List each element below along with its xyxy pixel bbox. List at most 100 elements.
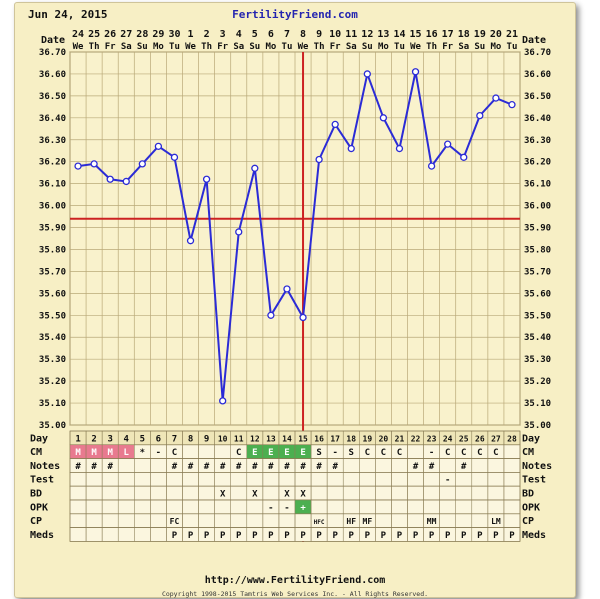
row-cell-value: X [220, 490, 226, 500]
y-tick-label-right: 36.70 [524, 48, 551, 58]
date-tick-label: 7 [284, 29, 290, 40]
y-tick-label-right: 36.30 [524, 136, 551, 146]
row-cell-value: 16 [314, 434, 324, 443]
date-tick-label: 11 [345, 29, 357, 40]
weekday-tick-label: We [73, 42, 84, 52]
weekday-tick-label: Th [89, 42, 100, 52]
y-tick-label-right: 35.90 [524, 224, 551, 234]
site-title: FertilityFriend.com [232, 8, 358, 21]
row-label-left: CM [30, 447, 42, 458]
row-label-right: OPK [522, 502, 540, 513]
temperature-point[interactable] [283, 285, 291, 293]
weekday-tick-label: Th [201, 42, 212, 52]
row-cell-value: # [204, 462, 210, 472]
weekday-tick-label: We [185, 42, 196, 52]
date-tick-label: 19 [474, 29, 486, 40]
row-label-right: CM [522, 447, 534, 458]
temperature-point[interactable] [427, 162, 436, 170]
row-cell-value: C [236, 448, 241, 458]
temperature-point[interactable] [90, 160, 98, 168]
temperature-point[interactable] [460, 153, 468, 161]
row-cell-value: 20 [379, 434, 389, 443]
temperature-point[interactable] [251, 164, 259, 172]
row-cell-value: E [284, 448, 289, 458]
row-cell-value: P [204, 531, 210, 541]
row-label-left: Meds [30, 530, 54, 541]
row-cell-value: # [413, 462, 419, 472]
y-tick-label-left: 35.10 [39, 399, 66, 409]
y-tick-label-left: 35.30 [39, 355, 66, 365]
y-tick-label-right: 35.40 [524, 333, 551, 343]
row-cell-value: C [397, 448, 402, 458]
temperature-point[interactable] [267, 311, 275, 319]
row-cell-value: C [461, 448, 466, 458]
weekday-tick-label: Su [474, 42, 485, 52]
y-tick-label-left: 36.20 [39, 158, 66, 168]
row-cell-value: P [188, 531, 194, 541]
row-cell-value: - [429, 448, 434, 458]
y-tick-label-right: 35.30 [524, 355, 551, 365]
temperature-point[interactable] [122, 177, 130, 186]
temperature-point[interactable] [347, 144, 355, 153]
row-cell-value: 17 [330, 434, 340, 443]
weekday-tick-label: Fr [442, 42, 453, 52]
y-tick-label-right: 35.70 [524, 267, 551, 277]
temperature-point[interactable] [492, 94, 500, 102]
row-cell-value: + [300, 503, 306, 513]
row-label-right: BD [522, 489, 534, 500]
date-tick-label: 8 [300, 29, 306, 40]
temperature-point[interactable] [379, 114, 388, 122]
row-label-right: Notes [522, 461, 552, 472]
row-cell-value: # [172, 462, 178, 472]
temperature-point[interactable] [202, 175, 211, 183]
y-tick-label-left: 36.70 [39, 48, 66, 58]
weekday-tick-label: Tu [394, 42, 405, 52]
temperature-point[interactable] [235, 228, 243, 236]
date-tick-label: 20 [490, 29, 502, 40]
footer-url[interactable]: http://www.FertilityFriend.com [205, 574, 386, 586]
row-cell-value: X [252, 490, 258, 500]
temperature-point[interactable] [106, 175, 114, 183]
date-tick-label: 4 [236, 29, 242, 40]
temperature-point[interactable] [476, 111, 484, 120]
y-tick-label-right: 36.60 [524, 70, 551, 80]
date-tick-label: 15 [410, 29, 422, 40]
row-cell-value: P [509, 531, 515, 541]
row-cell-value: S [316, 448, 321, 458]
temperature-point[interactable] [186, 237, 195, 245]
temperature-point[interactable] [395, 144, 404, 153]
temperature-point[interactable] [331, 120, 339, 129]
row-cell-value: 1 [75, 434, 80, 444]
temperature-point[interactable] [315, 155, 323, 164]
row-label-left: BD [30, 489, 42, 500]
y-tick-label-right: 36.40 [524, 114, 551, 124]
temperature-point[interactable] [74, 162, 82, 170]
temperature-point[interactable] [444, 140, 452, 148]
row-cell-value: 12 [250, 434, 260, 443]
row-cell-value: 23 [427, 434, 437, 443]
footer-copyright: Copyright 1998-2015 Tamtris Web Services… [162, 590, 428, 598]
row-cell-value: - [445, 476, 450, 486]
row-cell-value: - [332, 448, 337, 458]
row-cell-value: MM [427, 517, 437, 526]
y-tick-label-left: 36.00 [39, 202, 66, 212]
row-cell-value: P [236, 531, 242, 541]
temperature-point[interactable] [154, 142, 163, 150]
row-cell-value: P [252, 531, 258, 541]
row-cell-value: # [429, 462, 435, 472]
row-cell-value: 3 [107, 434, 112, 444]
row-cell-value: 22 [411, 434, 421, 443]
temperature-point[interactable] [219, 397, 227, 405]
temperature-point[interactable] [299, 313, 307, 322]
date-tick-label: 27 [120, 29, 132, 40]
temperature-point[interactable] [508, 101, 516, 109]
date-tick-label: 16 [426, 29, 438, 40]
row-cell-value: P [220, 531, 226, 541]
temperature-point[interactable] [411, 68, 420, 76]
temperature-point[interactable] [138, 160, 146, 168]
row-cell-value: LM [491, 517, 501, 526]
temperature-point[interactable] [363, 70, 371, 78]
y-tick-label-left: 36.40 [39, 114, 66, 124]
y-tick-label-left: 36.60 [39, 70, 66, 80]
temperature-point[interactable] [170, 153, 179, 161]
